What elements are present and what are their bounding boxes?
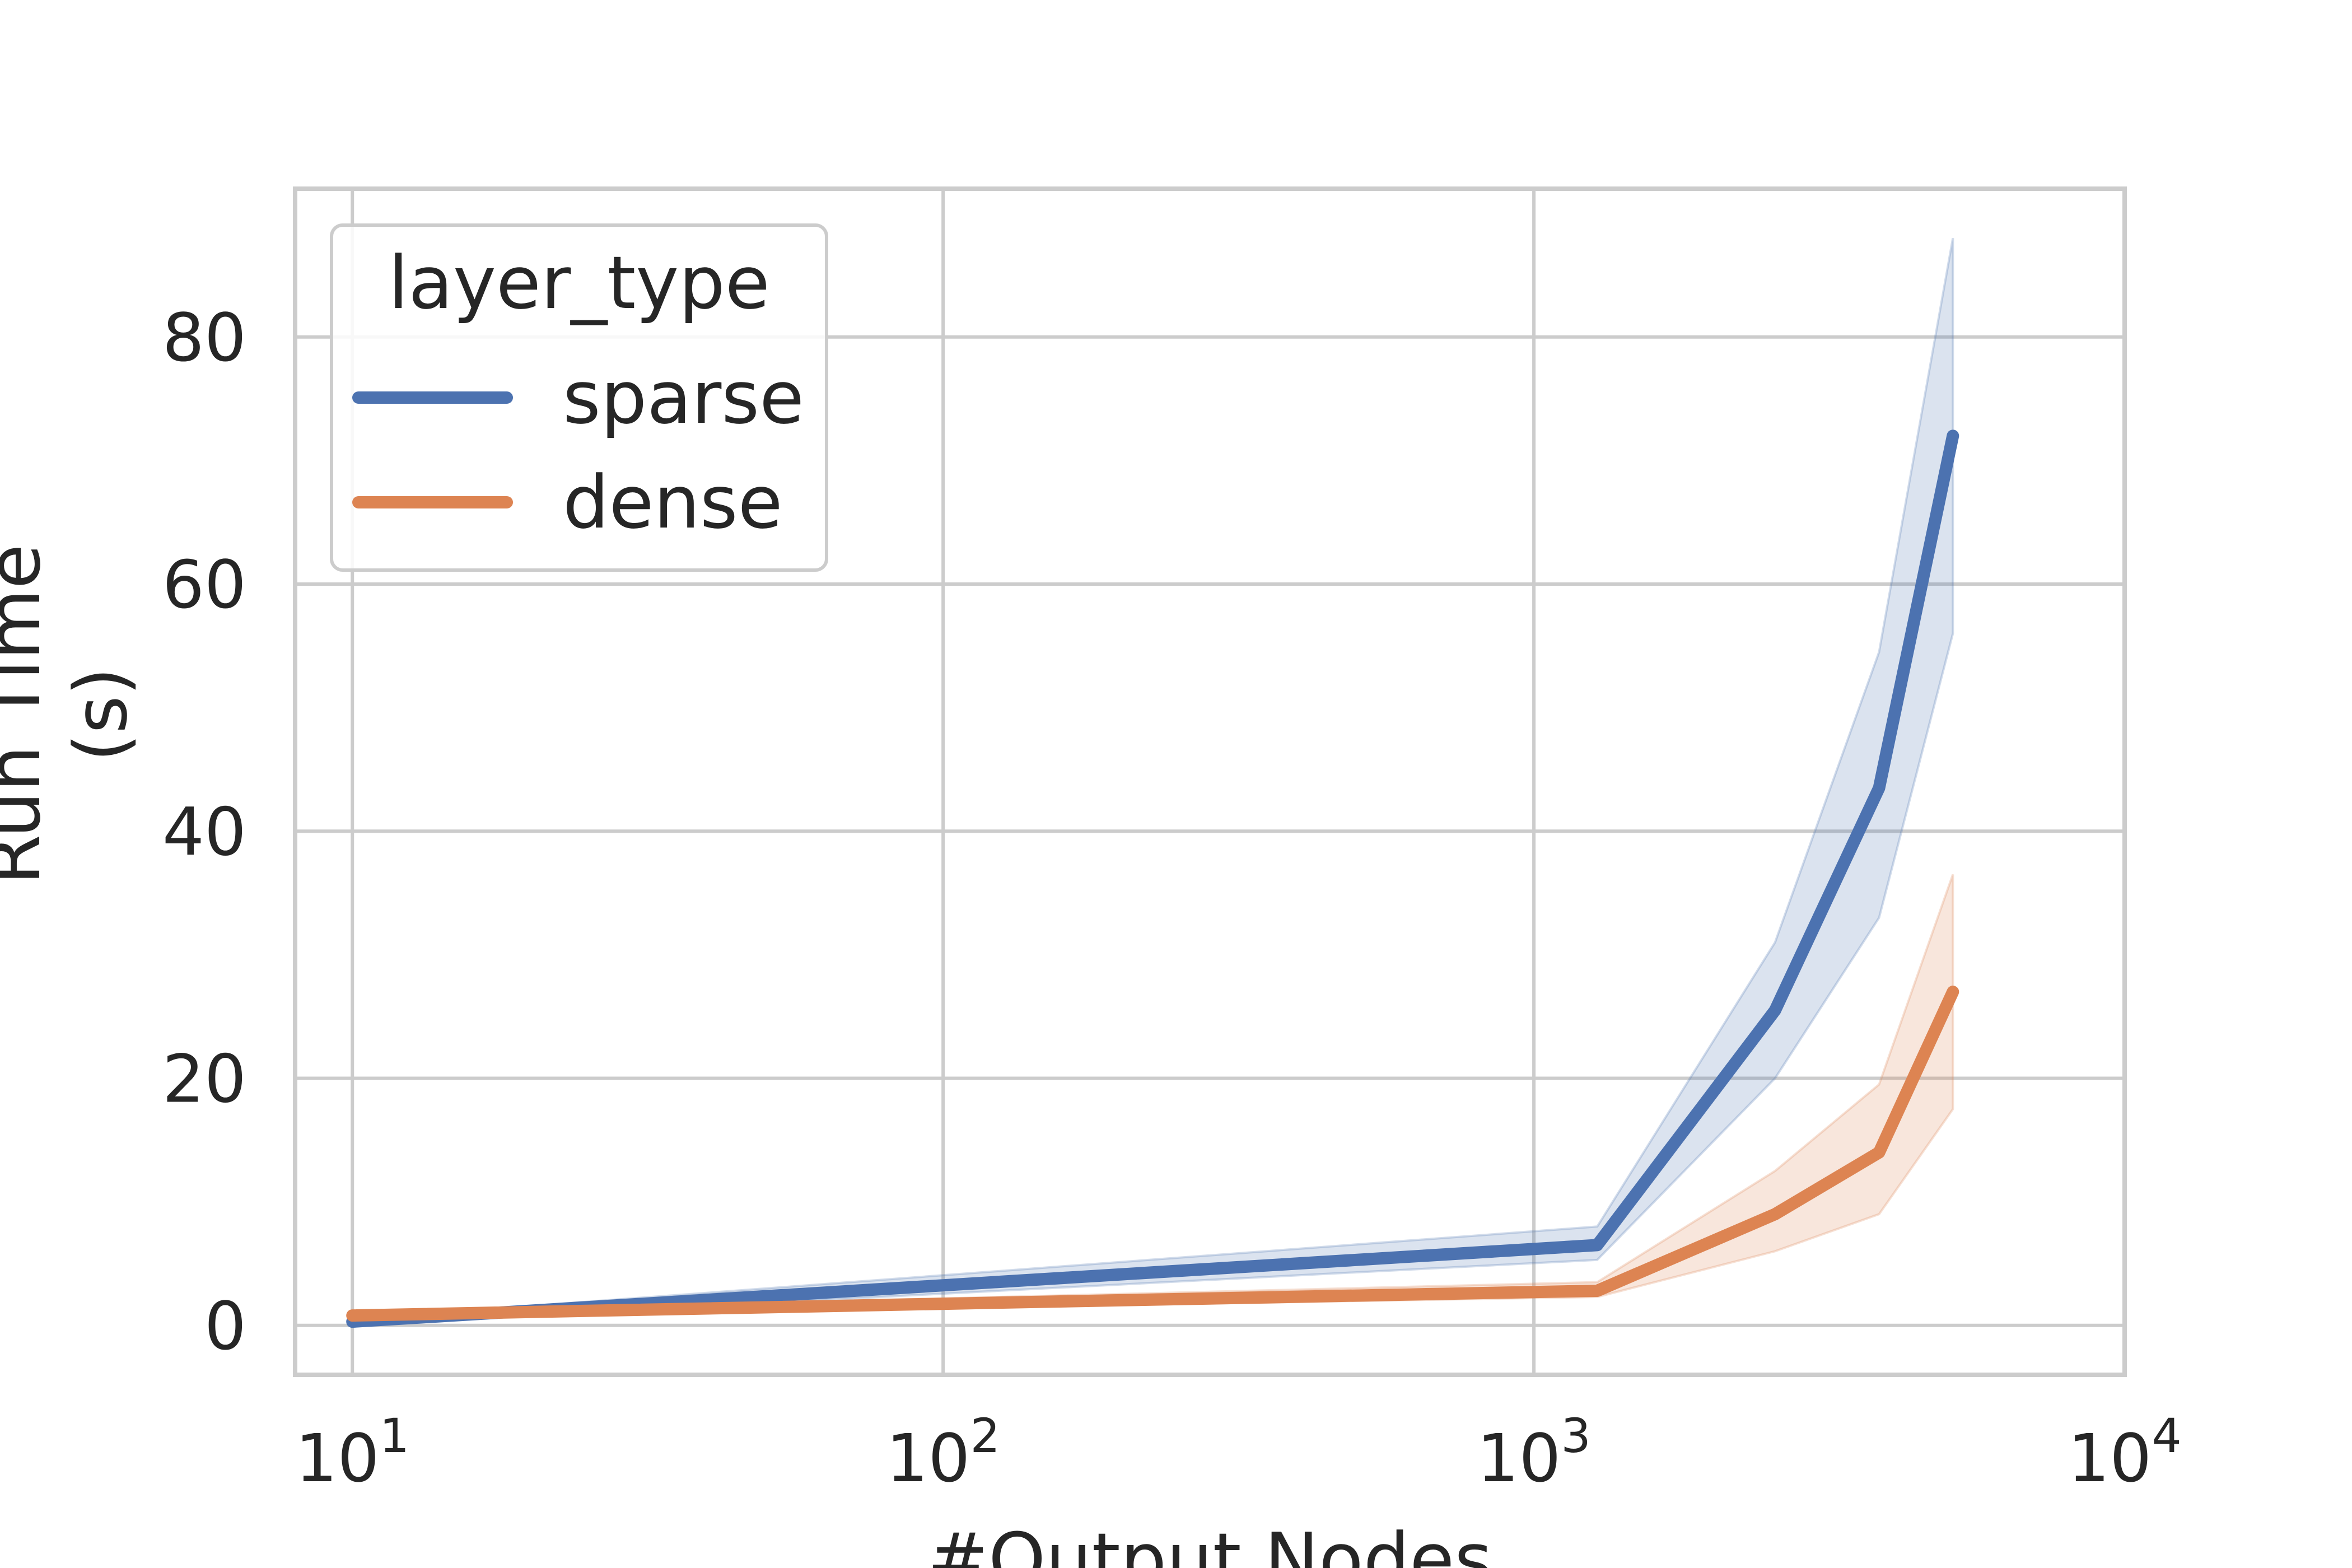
grid: [295, 189, 2125, 1375]
x-axis-label: #Output Nodes: [927, 1517, 1492, 1568]
y-axis-label-line-2: (s): [58, 667, 143, 762]
series-lines: [346, 430, 1959, 1328]
series-line-dense: [346, 986, 1959, 1322]
y-axis-label: Run Time (s): [0, 544, 143, 885]
x-tick-label: 102: [886, 1408, 1000, 1497]
x-tick-labels: 101 102 103 104: [295, 1408, 2181, 1497]
x-tick-label: 101: [295, 1408, 409, 1497]
y-axis-label-line-1: Run Time: [0, 544, 57, 885]
y-tick-label: 80: [162, 299, 246, 376]
legend: layer_type sparse dense: [330, 223, 828, 572]
legend-label-sparse: sparse: [563, 355, 804, 440]
ci-band-sparse: [351, 237, 1954, 1326]
y-tick-labels: 0 20 40 60 80: [162, 299, 246, 1365]
x-tick-label: 103: [1477, 1408, 1591, 1497]
x-tick-label: 104: [2068, 1408, 2182, 1497]
series-line-sparse: [346, 430, 1959, 1328]
legend-box: [330, 223, 828, 572]
y-tick-label: 60: [162, 546, 246, 623]
y-tick-label: 20: [162, 1040, 246, 1118]
y-tick-label: 40: [162, 793, 246, 870]
y-tick-label: 0: [204, 1287, 246, 1365]
legend-title: layer_type: [388, 240, 770, 325]
plot-frame: [293, 186, 2127, 1377]
legend-label-dense: dense: [563, 460, 783, 545]
